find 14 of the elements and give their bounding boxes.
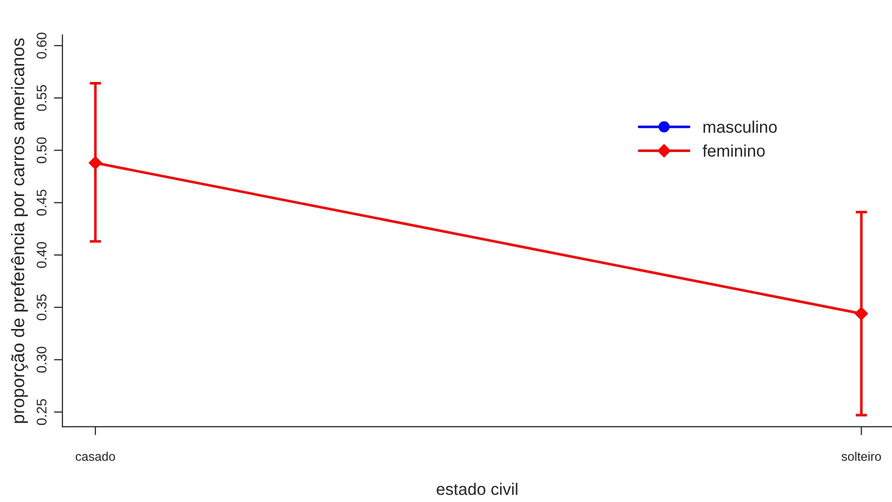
x-axis-title: estado civil	[436, 482, 518, 496]
y-tick-label: 0.50	[36, 137, 46, 164]
y-tick-label: 0.55	[36, 85, 46, 111]
y-tick-label: 0.30	[36, 346, 46, 373]
legend-label: masculino	[704, 120, 777, 133]
legend-label: feminino	[702, 144, 765, 157]
y-tick-label: 0.60	[36, 32, 46, 59]
x-tick-label: solteiro	[842, 452, 881, 461]
y-tick-label: 0.25	[36, 399, 46, 426]
y-tick-label: 0.45	[36, 190, 46, 216]
y-axis-title: proporção de preferência por carros americanos	[10, 38, 28, 423]
x-tick-label: casado	[76, 452, 116, 461]
y-tick-label: 0.40	[36, 242, 46, 268]
y-tick-label: 0.35	[36, 294, 46, 320]
